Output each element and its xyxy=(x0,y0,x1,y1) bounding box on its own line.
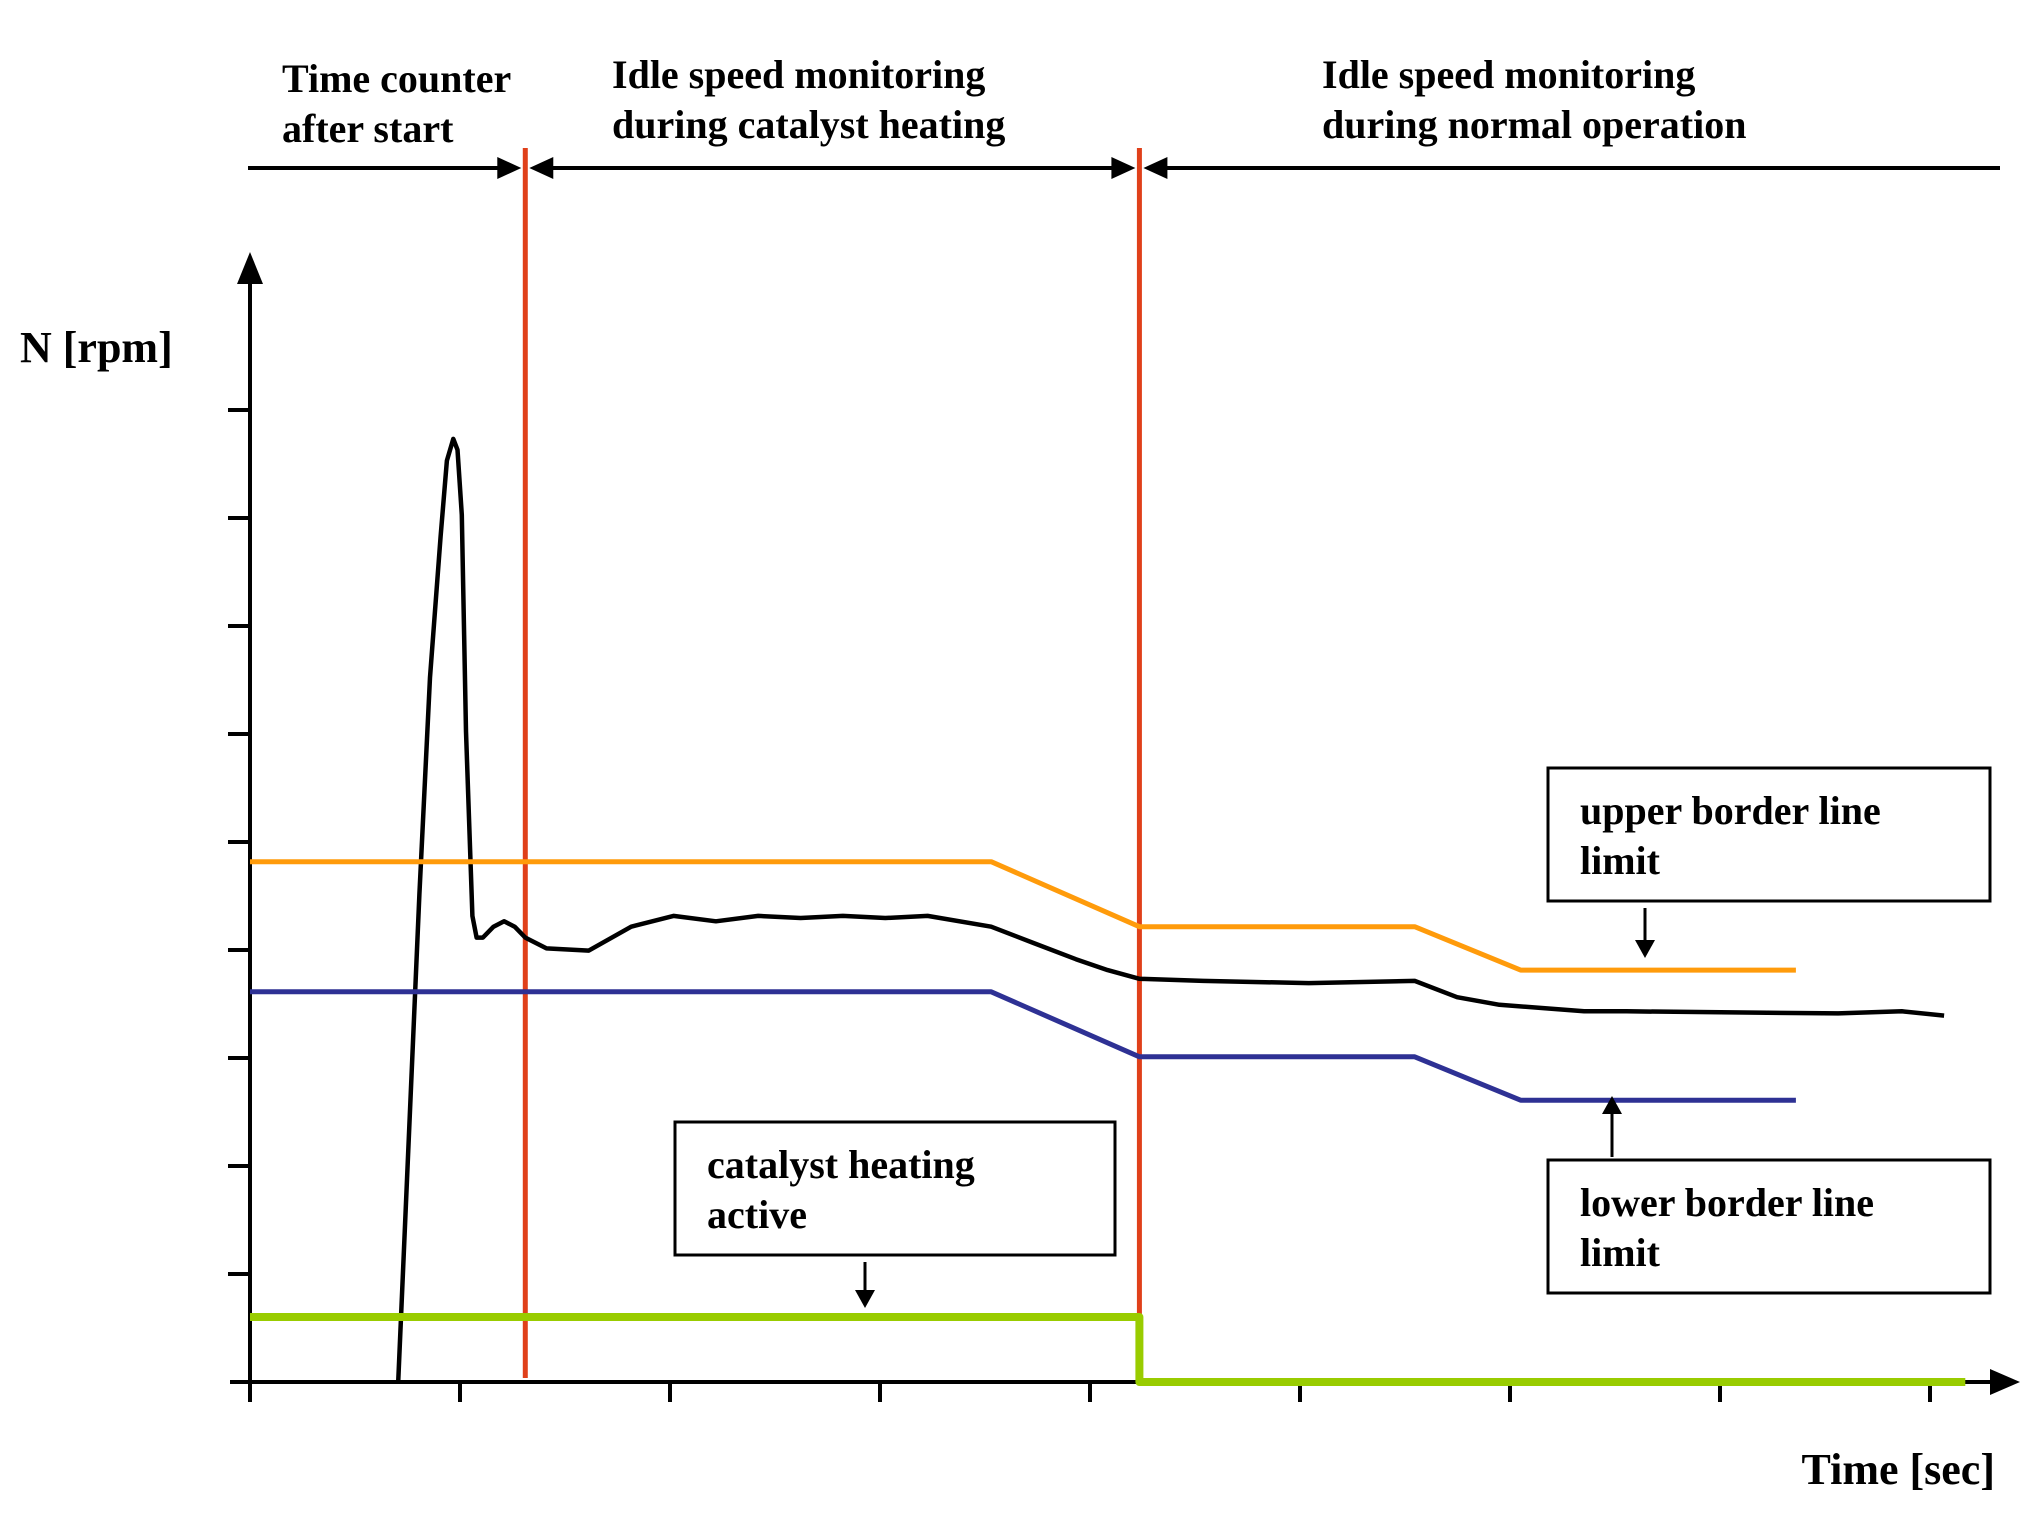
annotation-label-line: limit xyxy=(1580,838,1661,883)
annotation-arrow-icon xyxy=(1602,1096,1622,1114)
annotation-box xyxy=(673,1120,1117,1257)
series-line-catalyst-heating-active xyxy=(250,1313,1966,1386)
annotation-box xyxy=(1546,766,1992,903)
annotation-box xyxy=(1546,1158,1992,1295)
annotation-label: catalyst heating active xyxy=(707,1142,975,1237)
annotation-label-line: lower border line xyxy=(1580,1180,1874,1225)
phase-layer: Time counter after start Idle speed monito… xyxy=(248,52,2000,1378)
tick-layer xyxy=(228,408,1932,1402)
phase-label-line: during normal operation xyxy=(1322,102,1746,147)
annotation-arrow-icon xyxy=(855,1290,875,1308)
y-axis-arrow-icon xyxy=(237,252,263,284)
x-axis-arrow-icon xyxy=(1990,1369,2020,1395)
phase-arrow-icon xyxy=(1143,157,1168,179)
series-line-engine-speed xyxy=(395,436,1945,1383)
x-axis-title: Time [sec] xyxy=(1802,1445,1995,1494)
phase-label-line: Idle speed monitoring xyxy=(1322,52,1695,97)
annotation-label-line: active xyxy=(707,1192,807,1237)
phase-label: Time counter after start xyxy=(282,56,511,151)
phase-arrow-icon xyxy=(497,157,522,179)
annotation-label: upper border line limit xyxy=(1580,788,1881,883)
phase-label-line: Idle speed monitoring xyxy=(612,52,985,97)
annotation-label-line: upper border line xyxy=(1580,788,1881,833)
phase-label-line: during catalyst heating xyxy=(612,102,1005,147)
phase-label: Idle speed monitoring during normal opera… xyxy=(1322,52,1746,147)
phase-label-line: Time counter xyxy=(282,56,511,101)
series-line-upper-border-line-limit xyxy=(250,859,1796,973)
phase-arrow-icon xyxy=(1111,157,1136,179)
annotation-arrow-icon xyxy=(1635,940,1655,958)
phase-label: Idle speed monitoring during catalyst hea… xyxy=(612,52,1005,147)
y-axis-title: N [rpm] xyxy=(20,323,173,372)
phase-arrow-icon xyxy=(529,157,554,179)
phase-label-line: after start xyxy=(282,106,454,151)
series-line-lower-border-line-limit xyxy=(250,989,1796,1103)
annotation-label: lower border line limit xyxy=(1580,1180,1874,1275)
series-layer xyxy=(250,436,1966,1386)
annotation-label-line: catalyst heating xyxy=(707,1142,975,1187)
annotation-label-line: limit xyxy=(1580,1230,1661,1275)
